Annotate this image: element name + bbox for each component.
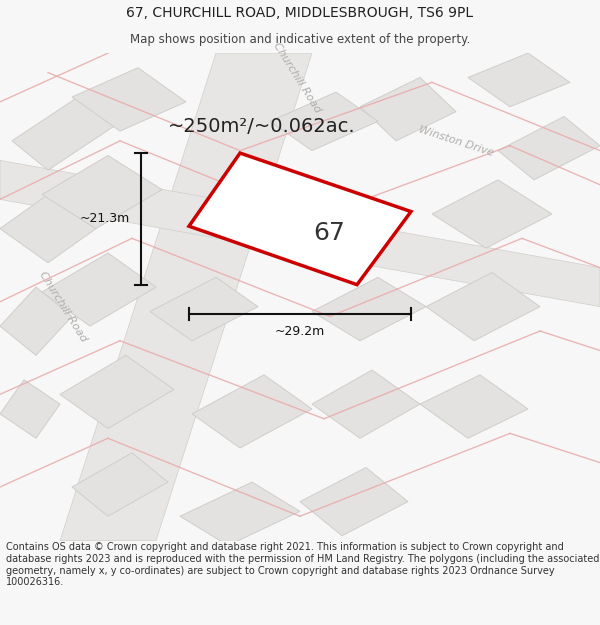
Polygon shape: [426, 272, 540, 341]
Text: Map shows position and indicative extent of the property.: Map shows position and indicative extent…: [130, 33, 470, 46]
Polygon shape: [270, 92, 378, 151]
Polygon shape: [60, 53, 312, 541]
Text: Churchill Road: Churchill Road: [37, 269, 89, 344]
Polygon shape: [360, 78, 456, 141]
Polygon shape: [468, 53, 570, 107]
Polygon shape: [0, 380, 60, 438]
Text: 67: 67: [313, 221, 345, 246]
Polygon shape: [60, 356, 174, 429]
Text: ~21.3m: ~21.3m: [80, 213, 130, 226]
Polygon shape: [180, 482, 300, 546]
Text: ~250m²/~0.062ac.: ~250m²/~0.062ac.: [168, 117, 356, 136]
Polygon shape: [312, 278, 426, 341]
Polygon shape: [0, 287, 72, 356]
Text: Contains OS data © Crown copyright and database right 2021. This information is : Contains OS data © Crown copyright and d…: [6, 542, 599, 588]
Text: ~29.2m: ~29.2m: [275, 324, 325, 338]
Polygon shape: [72, 68, 186, 131]
Polygon shape: [0, 161, 600, 307]
Polygon shape: [498, 116, 600, 180]
Polygon shape: [150, 278, 258, 341]
Polygon shape: [42, 156, 162, 229]
Polygon shape: [72, 453, 168, 516]
Polygon shape: [420, 375, 528, 438]
Polygon shape: [42, 253, 156, 326]
Polygon shape: [12, 97, 114, 170]
Polygon shape: [192, 375, 312, 448]
Polygon shape: [0, 194, 96, 262]
Polygon shape: [432, 180, 552, 248]
Text: 67, CHURCHILL ROAD, MIDDLESBROUGH, TS6 9PL: 67, CHURCHILL ROAD, MIDDLESBROUGH, TS6 9…: [127, 6, 473, 20]
Text: Winston Drive: Winston Drive: [417, 124, 495, 158]
Polygon shape: [189, 153, 411, 285]
Polygon shape: [300, 468, 408, 536]
Polygon shape: [312, 370, 420, 438]
Text: Churchill Road: Churchill Road: [271, 41, 323, 114]
